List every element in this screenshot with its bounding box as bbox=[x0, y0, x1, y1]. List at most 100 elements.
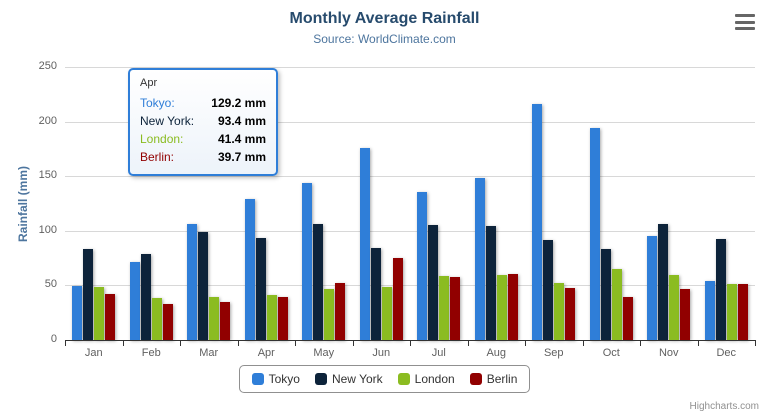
bar-berlin-apr[interactable] bbox=[277, 297, 288, 340]
y-tick-label: 150 bbox=[38, 169, 57, 182]
tooltip-row-berlin: Berlin: 39.7 mm bbox=[140, 148, 266, 166]
bar-new-york-apr[interactable] bbox=[255, 238, 266, 340]
bar-tokyo-feb[interactable] bbox=[129, 262, 140, 340]
bar-tokyo-jul[interactable] bbox=[417, 192, 428, 340]
bar-berlin-feb[interactable] bbox=[162, 304, 173, 340]
bar-tokyo-oct[interactable] bbox=[589, 128, 600, 340]
bar-tokyo-jun[interactable] bbox=[359, 148, 370, 340]
y-tick-label: 250 bbox=[38, 60, 57, 72]
legend-label: Berlin bbox=[486, 372, 518, 386]
bar-tokyo-aug[interactable] bbox=[474, 178, 485, 340]
bar-berlin-aug[interactable] bbox=[507, 274, 518, 340]
bar-berlin-jan[interactable] bbox=[105, 294, 116, 340]
x-axis-label: Sep bbox=[543, 347, 564, 359]
x-axis-label: Nov bbox=[658, 347, 679, 359]
x-axis-tick bbox=[65, 341, 66, 346]
bar-new-york-may[interactable] bbox=[313, 224, 324, 340]
tooltip-series-value: 129.2 mm bbox=[211, 96, 266, 110]
x-axis-label: Dec bbox=[716, 347, 737, 359]
x-axis-label: Jun bbox=[372, 347, 391, 359]
x-axis-tick bbox=[352, 341, 354, 346]
export-menu-button[interactable] bbox=[735, 14, 755, 30]
bar-london-may[interactable] bbox=[324, 289, 335, 340]
y-tick-label: 100 bbox=[38, 223, 57, 236]
legend-label: New York bbox=[331, 372, 383, 386]
bar-new-york-aug[interactable] bbox=[485, 226, 496, 340]
legend-symbol bbox=[251, 373, 264, 385]
bar-tokyo-jan[interactable] bbox=[72, 286, 83, 340]
legend-box: Tokyo New York London Berlin bbox=[238, 365, 531, 393]
tooltip-series-name: Berlin: bbox=[140, 150, 175, 164]
bar-tokyo-apr[interactable] bbox=[244, 199, 255, 340]
tooltip-series-name: Tokyo: bbox=[140, 96, 175, 110]
bar-london-jul[interactable] bbox=[439, 276, 450, 340]
bar-new-york-jan[interactable] bbox=[83, 249, 94, 340]
tooltip-series-value: 39.7 mm bbox=[217, 150, 266, 164]
bar-london-feb[interactable] bbox=[151, 298, 162, 340]
legend-symbol bbox=[469, 373, 482, 385]
x-axis-tick bbox=[582, 341, 584, 346]
bar-new-york-feb[interactable] bbox=[140, 254, 151, 340]
bar-london-jan[interactable] bbox=[94, 287, 105, 340]
x-axis-line bbox=[65, 340, 756, 341]
bar-london-aug[interactable] bbox=[496, 275, 507, 340]
y-tick-label: 0 bbox=[50, 333, 57, 345]
tooltip: Apr Tokyo: 129.2 mm New York: 93.4 mm London… bbox=[128, 68, 278, 176]
legend-item-new-york[interactable]: New York bbox=[314, 372, 383, 386]
x-axis-tick bbox=[467, 341, 469, 346]
bar-london-apr[interactable] bbox=[266, 295, 277, 340]
legend: Tokyo New York London Berlin bbox=[0, 365, 769, 393]
gridline bbox=[65, 230, 755, 232]
tooltip-row-london: London: 41.4 mm bbox=[140, 130, 266, 148]
legend-item-london[interactable]: London bbox=[397, 372, 455, 386]
tooltip-row-new-york: New York: 93.4 mm bbox=[140, 112, 266, 130]
bar-london-dec[interactable] bbox=[726, 284, 737, 340]
credits-link[interactable]: Highcharts.com bbox=[689, 401, 759, 412]
x-axis-label: Oct bbox=[602, 347, 620, 359]
bar-london-nov[interactable] bbox=[669, 275, 680, 340]
bar-berlin-jun[interactable] bbox=[392, 258, 403, 340]
bar-new-york-dec[interactable] bbox=[715, 239, 726, 340]
bar-tokyo-sep[interactable] bbox=[532, 104, 543, 340]
bar-tokyo-may[interactable] bbox=[302, 183, 313, 340]
bar-new-york-mar[interactable] bbox=[198, 232, 209, 340]
bar-new-york-jul[interactable] bbox=[428, 225, 439, 340]
bar-new-york-oct[interactable] bbox=[600, 249, 611, 340]
x-axis-tick bbox=[640, 341, 641, 346]
x-axis-label: Apr bbox=[257, 347, 275, 359]
legend-label: Tokyo bbox=[268, 372, 300, 386]
bar-london-sep[interactable] bbox=[554, 283, 565, 340]
bar-berlin-mar[interactable] bbox=[220, 302, 231, 340]
bar-tokyo-mar[interactable] bbox=[187, 224, 198, 340]
legend-label: London bbox=[414, 372, 455, 386]
legend-symbol bbox=[314, 373, 327, 385]
bar-london-oct[interactable] bbox=[611, 269, 622, 340]
bar-new-york-nov[interactable] bbox=[658, 224, 669, 340]
bar-london-jun[interactable] bbox=[381, 287, 392, 340]
bar-berlin-jul[interactable] bbox=[450, 277, 461, 340]
x-axis-label: Aug bbox=[486, 347, 507, 359]
x-axis-tick bbox=[755, 341, 756, 346]
y-tick-label: 50 bbox=[44, 278, 57, 291]
bar-london-mar[interactable] bbox=[209, 297, 220, 340]
bar-tokyo-nov[interactable] bbox=[647, 236, 658, 340]
bar-berlin-oct[interactable] bbox=[622, 297, 633, 340]
gridline bbox=[65, 285, 755, 287]
x-axis-tick bbox=[697, 341, 699, 346]
gridline bbox=[65, 176, 755, 178]
legend-item-tokyo[interactable]: Tokyo bbox=[251, 372, 300, 386]
x-axis-tick bbox=[295, 341, 296, 346]
x-axis-label: Jul bbox=[431, 347, 446, 359]
gridline bbox=[65, 67, 755, 68]
bar-berlin-sep[interactable] bbox=[565, 288, 576, 340]
x-axis-label: Mar bbox=[199, 347, 219, 359]
bar-berlin-nov[interactable] bbox=[680, 289, 691, 340]
bar-berlin-may[interactable] bbox=[335, 283, 346, 340]
legend-item-berlin[interactable]: Berlin bbox=[469, 372, 518, 386]
bar-berlin-dec[interactable] bbox=[737, 284, 748, 340]
bar-new-york-jun[interactable] bbox=[370, 248, 381, 340]
bar-new-york-sep[interactable] bbox=[543, 240, 554, 340]
bar-tokyo-dec[interactable] bbox=[704, 281, 715, 340]
tooltip-series-value: 41.4 mm bbox=[217, 132, 266, 146]
